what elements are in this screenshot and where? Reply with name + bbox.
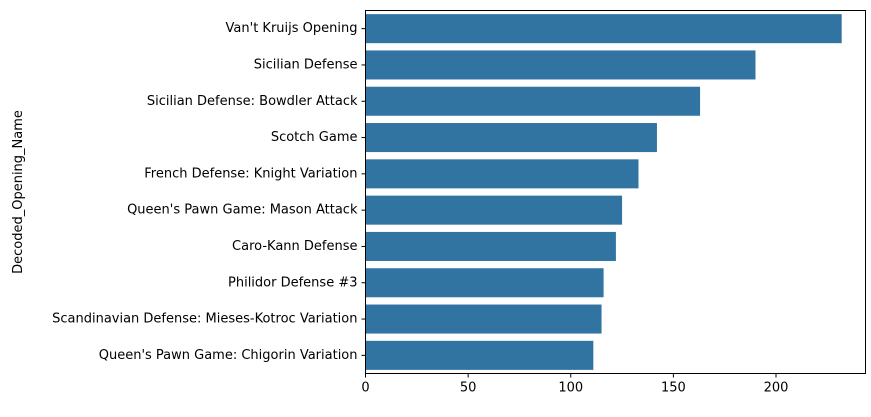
y-tick-label: Scotch Game: [271, 130, 358, 145]
y-tick-label: Philidor Defense #3: [228, 275, 358, 290]
bar: [365, 14, 842, 44]
bar: [365, 159, 639, 189]
y-tick-label: Sicilian Defense: [254, 57, 358, 72]
plot-frame: [365, 10, 866, 374]
x-tick-label: 200: [764, 381, 789, 396]
x-tick-label: 50: [460, 381, 477, 396]
bar: [365, 195, 623, 225]
bar: [365, 304, 602, 334]
y-tick-label: Van't Kruijs Opening: [226, 21, 358, 36]
y-tick-label: Queen's Pawn Game: Chigorin Variation: [99, 348, 358, 363]
bar: [365, 340, 594, 370]
bar: [365, 86, 701, 116]
bar: [365, 50, 756, 80]
x-tick-label: 100: [558, 381, 583, 396]
bars-layer: [365, 14, 842, 370]
y-tick-label: Queen's Pawn Game: Mason Attack: [127, 203, 358, 218]
x-tick-label: 0: [361, 381, 369, 396]
bar: [365, 268, 604, 298]
bar: [365, 123, 657, 153]
y-tick-label: Scandinavian Defense: Mieses-Kotroc Vari…: [52, 312, 357, 327]
y-tick-label: Caro-Kann Defense: [232, 239, 357, 254]
y-tick-label: French Defense: Knight Variation: [144, 166, 357, 181]
y-axis-label: Decoded_Opening_Name: [11, 110, 26, 274]
y-tick-layer: Van't Kruijs Opening Sicilian Defense Sici…: [52, 21, 366, 363]
x-tick-label: 150: [661, 381, 686, 396]
y-tick-label: Sicilian Defense: Bowdler Attack: [147, 94, 358, 109]
x-tick-layer: 0 50 100 150 200: [361, 373, 789, 396]
bar: [365, 231, 616, 261]
